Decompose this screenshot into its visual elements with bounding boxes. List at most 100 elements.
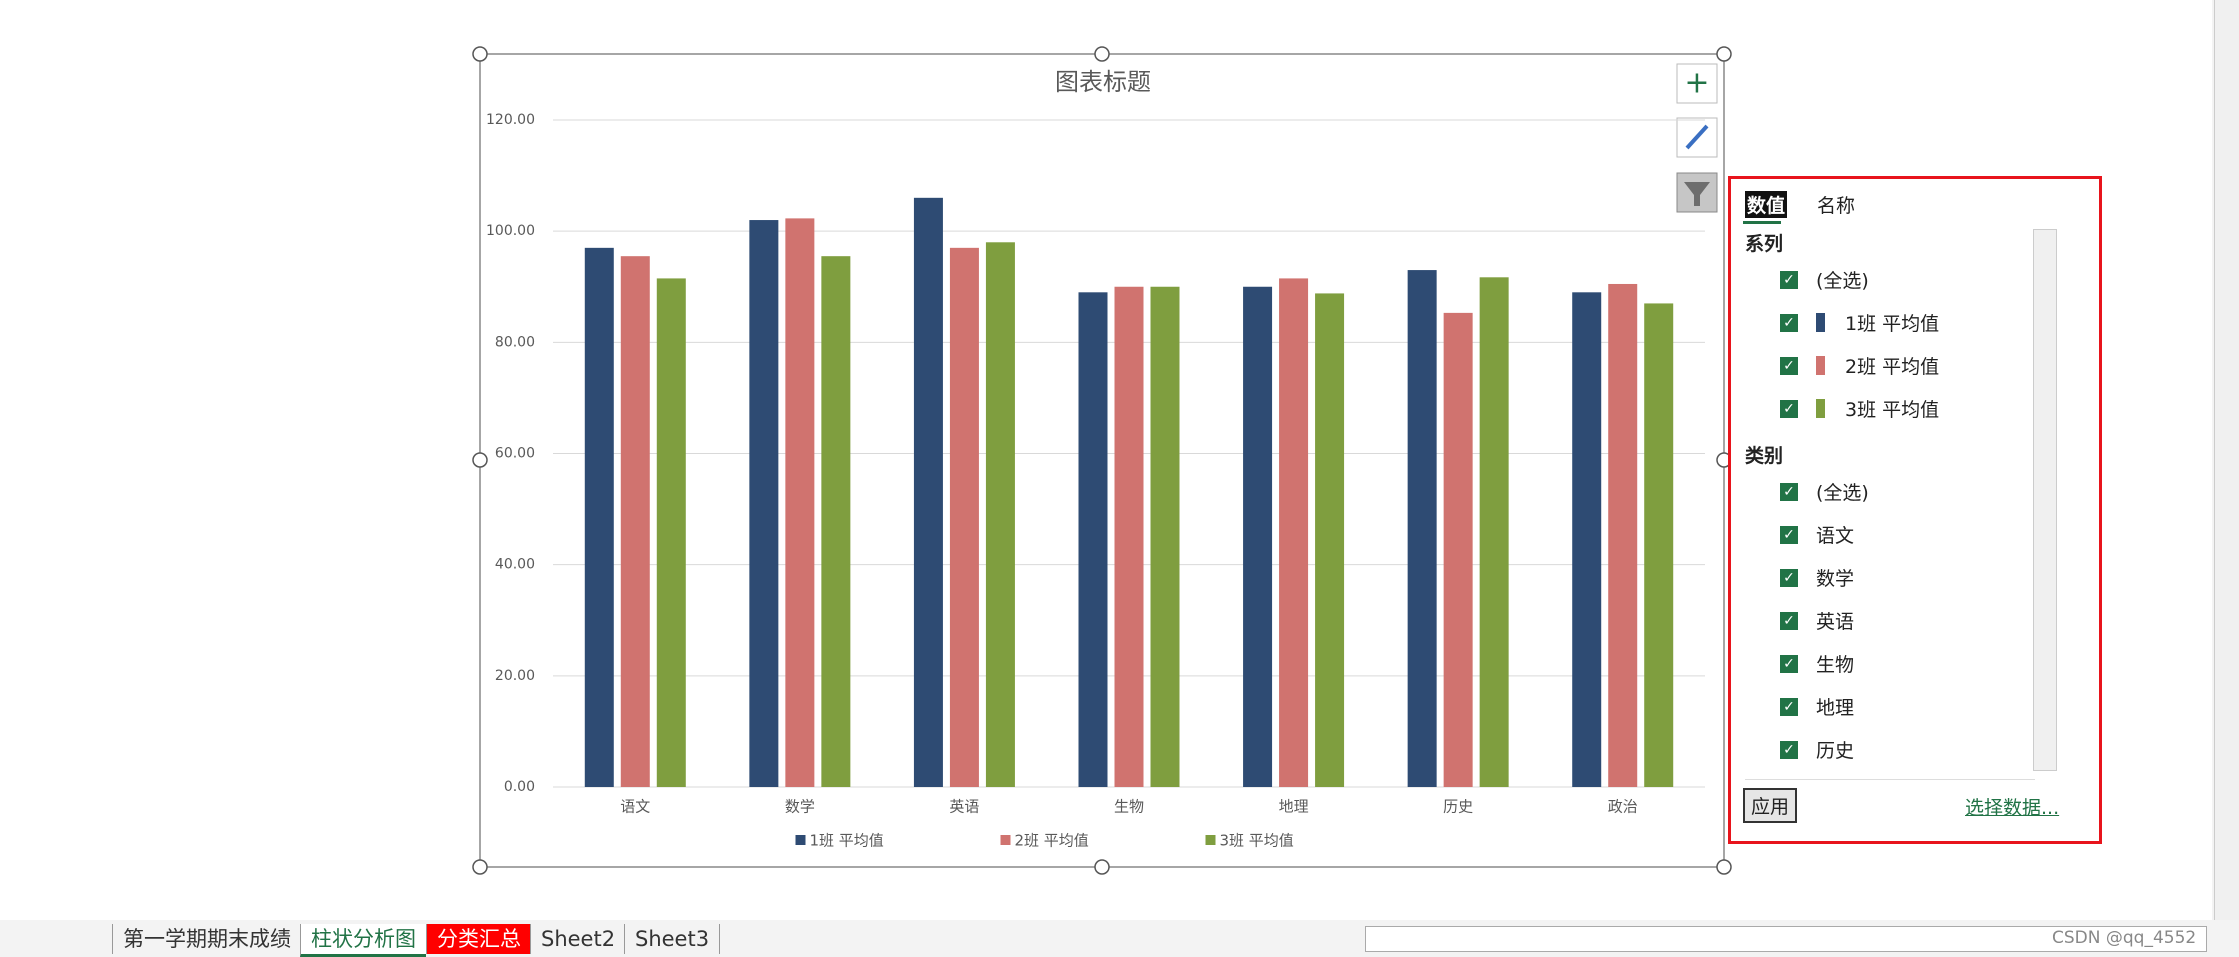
bar xyxy=(1608,283,1638,787)
series-option[interactable]: ✓ 3班 平均值 xyxy=(1780,395,1939,422)
label: 类别 xyxy=(1745,445,1784,467)
bar xyxy=(1479,277,1509,787)
category-option[interactable]: ✓ 生物 xyxy=(1780,650,1854,677)
x-tick-label: 政治 xyxy=(1608,798,1638,816)
resize-handle[interactable] xyxy=(1716,859,1732,875)
bar xyxy=(584,247,614,787)
checkbox[interactable]: ✓ xyxy=(1780,611,1798,630)
bar xyxy=(1644,303,1674,787)
bar xyxy=(1078,292,1108,787)
bar xyxy=(1572,292,1602,787)
label: 英语 xyxy=(1816,611,1855,633)
y-tick-label: 80.00 xyxy=(495,334,535,350)
bar xyxy=(1315,293,1345,787)
series-option[interactable]: ✓ 1班 平均值 xyxy=(1780,309,1939,336)
y-tick-label: 0.00 xyxy=(504,779,535,795)
label: 3班 平均值 xyxy=(1845,399,1940,421)
y-tick-label: 20.00 xyxy=(495,668,535,684)
chart-buttons[interactable]: + xyxy=(1676,63,1718,213)
bar xyxy=(821,256,851,787)
y-tick-label: 120.00 xyxy=(486,112,535,128)
checkbox[interactable]: ✓ xyxy=(1780,399,1798,418)
resize-handle[interactable] xyxy=(1094,859,1110,875)
bar xyxy=(985,242,1015,788)
label: (全选) xyxy=(1816,270,1869,292)
bar xyxy=(1243,286,1273,787)
bar xyxy=(1443,312,1473,787)
category-option[interactable]: ✓ 英语 xyxy=(1780,607,1854,634)
select-data-link[interactable]: 选择数据... xyxy=(1965,797,2060,819)
checkbox[interactable]: ✓ xyxy=(1780,568,1798,587)
bar xyxy=(949,247,979,787)
resize-handle[interactable] xyxy=(472,452,488,468)
series-swatch xyxy=(1816,356,1825,375)
select-all[interactable]: ✓ (全选) xyxy=(1780,478,1869,505)
resize-handle[interactable] xyxy=(472,859,488,875)
category-option[interactable]: ✓ 语文 xyxy=(1780,521,1854,548)
checkbox[interactable]: ✓ xyxy=(1780,356,1798,375)
label: 地理 xyxy=(1816,697,1855,719)
bar xyxy=(620,256,650,787)
bar xyxy=(785,218,815,787)
category-option[interactable]: ✓ 数学 xyxy=(1780,564,1854,591)
legend-label: 3班 平均值 xyxy=(1220,832,1294,850)
checkbox[interactable]: ✓ xyxy=(1780,270,1798,289)
style-button[interactable] xyxy=(1676,117,1718,158)
x-tick-label: 生物 xyxy=(1114,798,1144,816)
bar xyxy=(1407,270,1437,787)
category-header[interactable]: 类别 xyxy=(1745,441,1783,468)
sheet-tab[interactable]: 第一学期期末成绩 xyxy=(112,924,301,954)
sheet-tab[interactable]: 柱状分析图 xyxy=(300,924,426,957)
category-option[interactable]: ✓ 地理 xyxy=(1780,693,1854,720)
series-swatch xyxy=(1816,399,1825,418)
x-tick-label: 地理 xyxy=(1279,798,1309,816)
legend-label: 2班 平均值 xyxy=(1015,832,1089,850)
brush-icon xyxy=(1685,124,1709,150)
label: 历史 xyxy=(1816,740,1855,762)
tab-values[interactable]: 数值 xyxy=(1745,191,1788,218)
legend-swatch xyxy=(1205,835,1216,845)
bar xyxy=(1150,286,1180,787)
sheet-tab[interactable]: 分类汇总 xyxy=(426,924,531,954)
y-tick-label: 100.00 xyxy=(486,223,535,239)
checkbox[interactable]: ✓ xyxy=(1780,313,1798,332)
resize-handle[interactable] xyxy=(472,46,488,62)
label: (全选) xyxy=(1816,482,1869,504)
resize-handle[interactable] xyxy=(1716,46,1732,62)
bar xyxy=(1114,286,1144,787)
resize-handle[interactable] xyxy=(1094,46,1110,62)
apply-button[interactable]: 应用 xyxy=(1743,788,1798,823)
add-element-button[interactable] xyxy=(1676,63,1718,104)
tab-names[interactable]: 名称 xyxy=(1817,195,1856,217)
checkbox[interactable]: ✓ xyxy=(1780,740,1798,759)
h-scrollbar[interactable] xyxy=(1365,926,2207,952)
series-swatch xyxy=(1816,313,1825,332)
watermark: CSDN @qq_4552 xyxy=(2052,928,2197,948)
sheet-tab[interactable]: Sheet3 xyxy=(624,924,721,954)
y-tick-label: 40.00 xyxy=(495,557,535,573)
label: 数学 xyxy=(1816,568,1855,590)
x-tick-label: 数学 xyxy=(785,798,815,816)
label: 生物 xyxy=(1816,654,1855,676)
legend-swatch xyxy=(1000,835,1011,845)
chart-title: 图表标题 xyxy=(1055,68,1151,96)
category-option[interactable]: ✓ 历史 xyxy=(1780,736,1854,763)
checkbox[interactable]: ✓ xyxy=(1780,482,1798,501)
sheet-tab[interactable]: Sheet2 xyxy=(530,924,625,954)
checkbox[interactable]: ✓ xyxy=(1780,525,1798,544)
checkbox[interactable]: ✓ xyxy=(1780,654,1798,673)
series-option[interactable]: ✓ 2班 平均值 xyxy=(1780,352,1939,379)
checkbox[interactable]: ✓ xyxy=(1780,697,1798,716)
series-header[interactable]: 系列 xyxy=(1745,229,1783,256)
legend-swatch xyxy=(795,835,806,845)
bar xyxy=(749,220,779,788)
v-scrollbar[interactable] xyxy=(2214,0,2239,920)
x-tick-label: 英语 xyxy=(949,798,979,816)
filter-panel: 数值 名称 应用 选择数据... 系列 ✓ (全选) ✓ 1班 平均值 ✓ 2班 平均值 ✓ 3… xyxy=(1728,176,2102,844)
divider xyxy=(1745,779,2035,780)
select-all[interactable]: ✓ (全选) xyxy=(1780,266,1869,293)
bar xyxy=(913,197,943,788)
scrollbar[interactable] xyxy=(2033,229,2057,771)
